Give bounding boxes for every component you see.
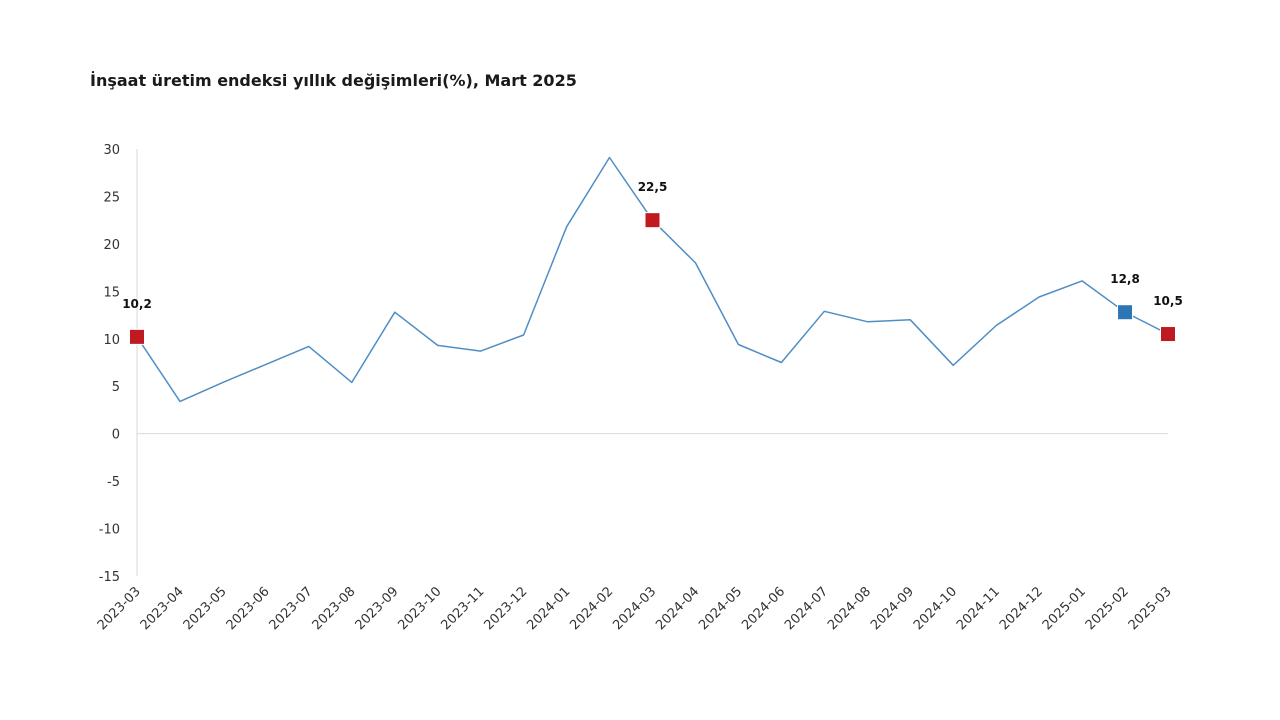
y-tick-label: 15: [103, 285, 120, 300]
highlight-marker: [1117, 304, 1134, 321]
y-tick-label: -5: [107, 475, 120, 490]
x-tick-label: 2024-05: [696, 584, 745, 633]
axes: [136, 149, 1168, 576]
x-tick-label: 2024-08: [825, 584, 874, 633]
x-tick-label: 2023-04: [138, 584, 187, 633]
highlight-marker: [129, 328, 145, 345]
x-tick-label: 2023-07: [267, 584, 316, 633]
x-tick-label: 2025-03: [1126, 584, 1175, 633]
x-tick-label: 2024-01: [524, 584, 573, 633]
y-tick-label: 20: [103, 238, 120, 253]
y-tick-label: 5: [112, 380, 120, 395]
highlight-markers: 10,2 22,5 12,8 10,5: [122, 180, 1183, 345]
chart-title: İnşaat üretim endeksi yıllık değişimleri…: [90, 71, 577, 90]
x-tick-label: 2024-06: [739, 584, 788, 633]
y-tick-label: -10: [99, 523, 120, 538]
y-tick-label: 0: [112, 428, 120, 443]
data-label: 12,8: [1110, 272, 1140, 286]
data-label: 22,5: [638, 180, 668, 194]
y-tick-label: 30: [103, 143, 120, 158]
x-tick-label: 2023-11: [438, 584, 487, 633]
x-tick-label: 2024-09: [868, 584, 917, 633]
x-axis-ticks: 2023-032023-042023-052023-062023-072023-…: [95, 584, 1175, 633]
x-tick-label: 2024-10: [911, 584, 960, 633]
y-tick-label: 10: [103, 333, 120, 348]
x-tick-label: 2023-12: [481, 584, 530, 633]
x-tick-label: 2023-06: [224, 584, 273, 633]
highlight-marker: [1160, 326, 1176, 343]
x-tick-label: 2024-02: [567, 584, 616, 633]
x-tick-label: 2024-11: [954, 584, 1003, 633]
x-tick-label: 2025-02: [1083, 584, 1132, 633]
data-label: 10,5: [1153, 294, 1183, 308]
x-tick-label: 2023-09: [353, 584, 402, 633]
x-tick-label: 2024-12: [997, 584, 1046, 633]
x-tick-label: 2023-03: [95, 584, 144, 633]
y-tick-label: 25: [103, 190, 120, 205]
x-tick-label: 2023-10: [396, 584, 445, 633]
x-tick-label: 2023-05: [181, 584, 230, 633]
x-tick-label: 2025-01: [1040, 584, 1089, 633]
x-tick-label: 2024-07: [782, 584, 831, 633]
y-axis-ticks: 30 25 20 15 10 5 0 -5 -10 -15: [99, 143, 120, 585]
y-tick-label: -15: [99, 570, 120, 585]
x-tick-label: 2023-08: [310, 584, 359, 633]
data-label: 10,2: [122, 297, 152, 311]
x-tick-label: 2024-03: [610, 584, 659, 633]
highlight-marker: [644, 212, 661, 229]
x-tick-label: 2024-04: [653, 584, 702, 633]
